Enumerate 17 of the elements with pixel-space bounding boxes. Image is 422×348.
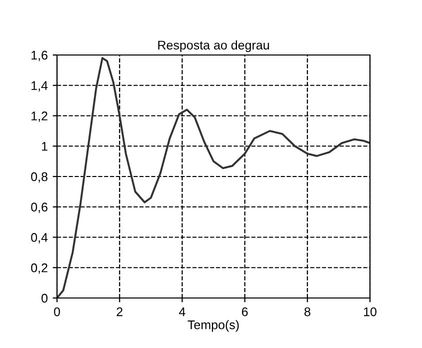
y-tick-label: 1,2 <box>32 112 48 122</box>
x-tick-label: 0 <box>54 307 60 316</box>
y-tick-label: 0 <box>42 294 48 303</box>
x-tick-label: 6 <box>242 307 248 316</box>
x-tick-label: 4 <box>179 307 186 316</box>
y-tick-label: 0,6 <box>31 202 48 214</box>
x-tick-label: 10 <box>364 307 376 316</box>
x-tick-label: 8 <box>304 307 310 316</box>
chart-title: Resposta ao degrau <box>158 40 269 52</box>
y-tick-label: 0,4 <box>31 233 48 244</box>
y-tick-label: 1,4 <box>32 81 48 92</box>
y-tick-label: 1,6 <box>32 50 48 62</box>
x-axis-title: Tempo(s) <box>188 320 239 332</box>
y-tick-label: 1 <box>42 142 48 151</box>
y-tick-label: 0,2 <box>31 263 48 274</box>
x-tick-label: 2 <box>116 307 122 316</box>
y-tick-label: 0,8 <box>31 172 48 183</box>
